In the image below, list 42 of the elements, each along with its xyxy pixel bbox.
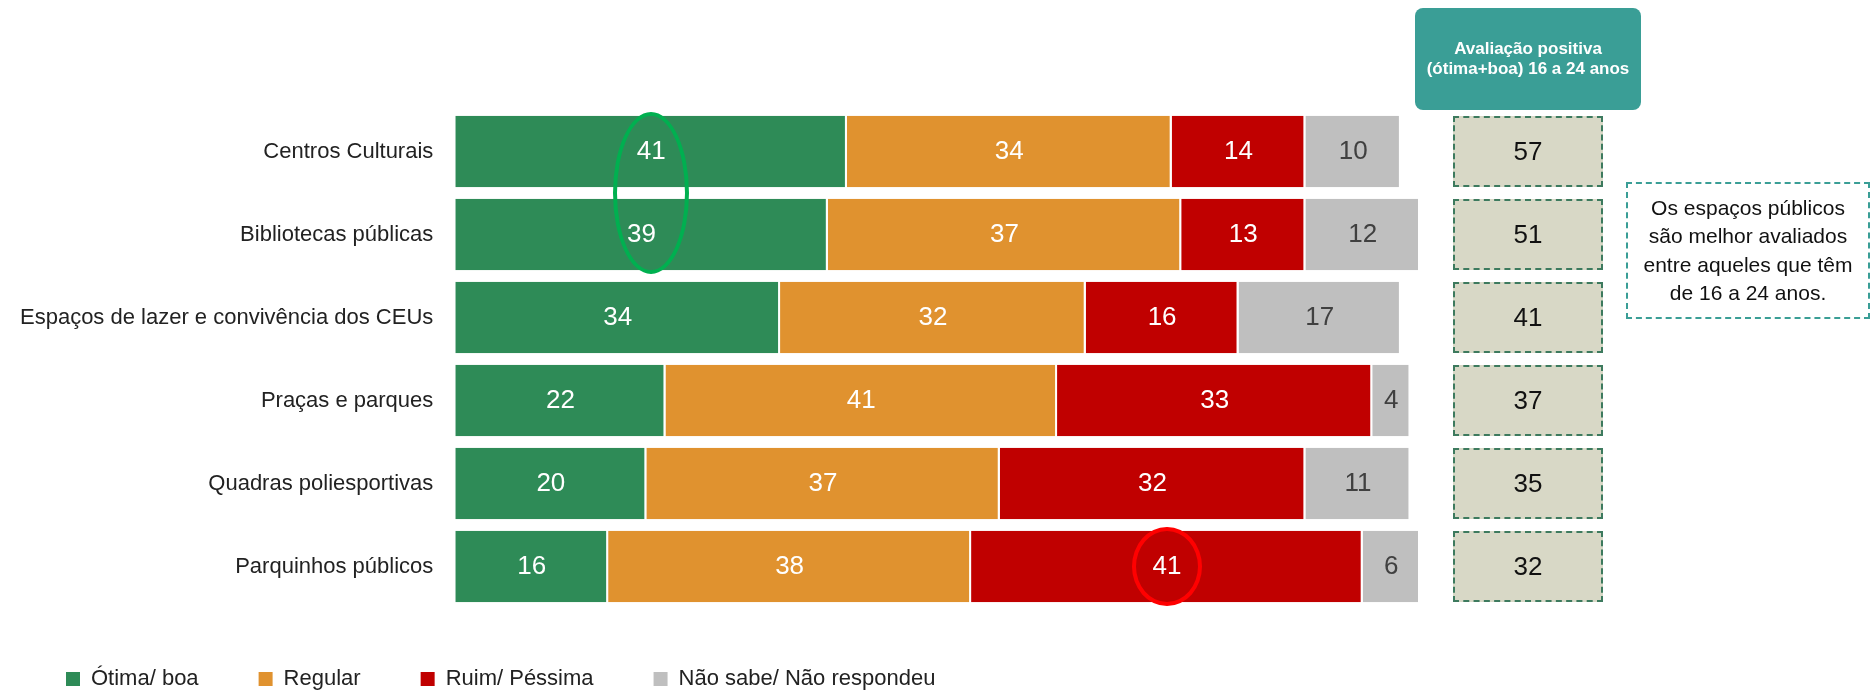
y-tick-label: Parquinhos públicos xyxy=(235,552,434,578)
data-label: 41 xyxy=(846,383,876,414)
legend-label: Regular xyxy=(283,665,361,691)
text: Avaliação positiva (ótima+boa) 16 a 24 anos xyxy=(1415,8,1641,110)
data-label: 12 xyxy=(1348,217,1378,248)
legend-label: Ótima/ boa xyxy=(91,665,200,691)
data-label: 13 xyxy=(1228,217,1258,248)
data-label: 51 xyxy=(1453,198,1603,271)
data-label: 20 xyxy=(536,466,566,497)
data-label: 32 xyxy=(1138,466,1168,497)
data-label: 34 xyxy=(994,134,1024,165)
data-label: 35 xyxy=(1453,447,1603,520)
data-label: 14 xyxy=(1224,134,1253,165)
data-label: 37 xyxy=(1453,364,1603,437)
data-label: 10 xyxy=(1338,134,1368,165)
data-label: 4 xyxy=(1384,383,1399,414)
data-label: 33 xyxy=(1200,383,1230,414)
data-label: 11 xyxy=(1344,466,1372,497)
y-tick-label: Bibliotecas públicas xyxy=(240,220,434,246)
data-label: 34 xyxy=(603,300,633,331)
y-tick-label: Praças e parques xyxy=(260,386,434,412)
data-label: 38 xyxy=(775,549,805,580)
data-label: 22 xyxy=(545,383,575,414)
data-label: 32 xyxy=(918,300,948,331)
data-label: 37 xyxy=(990,217,1019,248)
data-label: 37 xyxy=(808,466,838,497)
data-label: 57 xyxy=(1453,115,1603,188)
y-tick-label: Centros Culturais xyxy=(263,137,434,163)
data-label: 41 xyxy=(1152,549,1182,580)
data-label: 17 xyxy=(1305,300,1335,331)
y-tick-label: Quadras poliesportivas xyxy=(208,469,434,495)
text: Os espaços públicos são melhor avaliados entre aqueles que têm de 16 a 24 anos. xyxy=(1626,182,1870,320)
data-label: 39 xyxy=(627,217,657,248)
data-label: 41 xyxy=(1453,281,1603,354)
data-label: 16 xyxy=(517,549,547,580)
data-label: 32 xyxy=(1453,530,1603,603)
data-label: 6 xyxy=(1384,549,1399,580)
data-label: 41 xyxy=(636,134,666,165)
legend-label: Ruim/ Péssima xyxy=(445,665,595,691)
data-label: 16 xyxy=(1147,300,1177,331)
y-tick-label: Espaços de lazer e convivência dos CEUs xyxy=(19,303,434,329)
legend-label: Não sabe/ Não respondeu xyxy=(678,665,936,691)
